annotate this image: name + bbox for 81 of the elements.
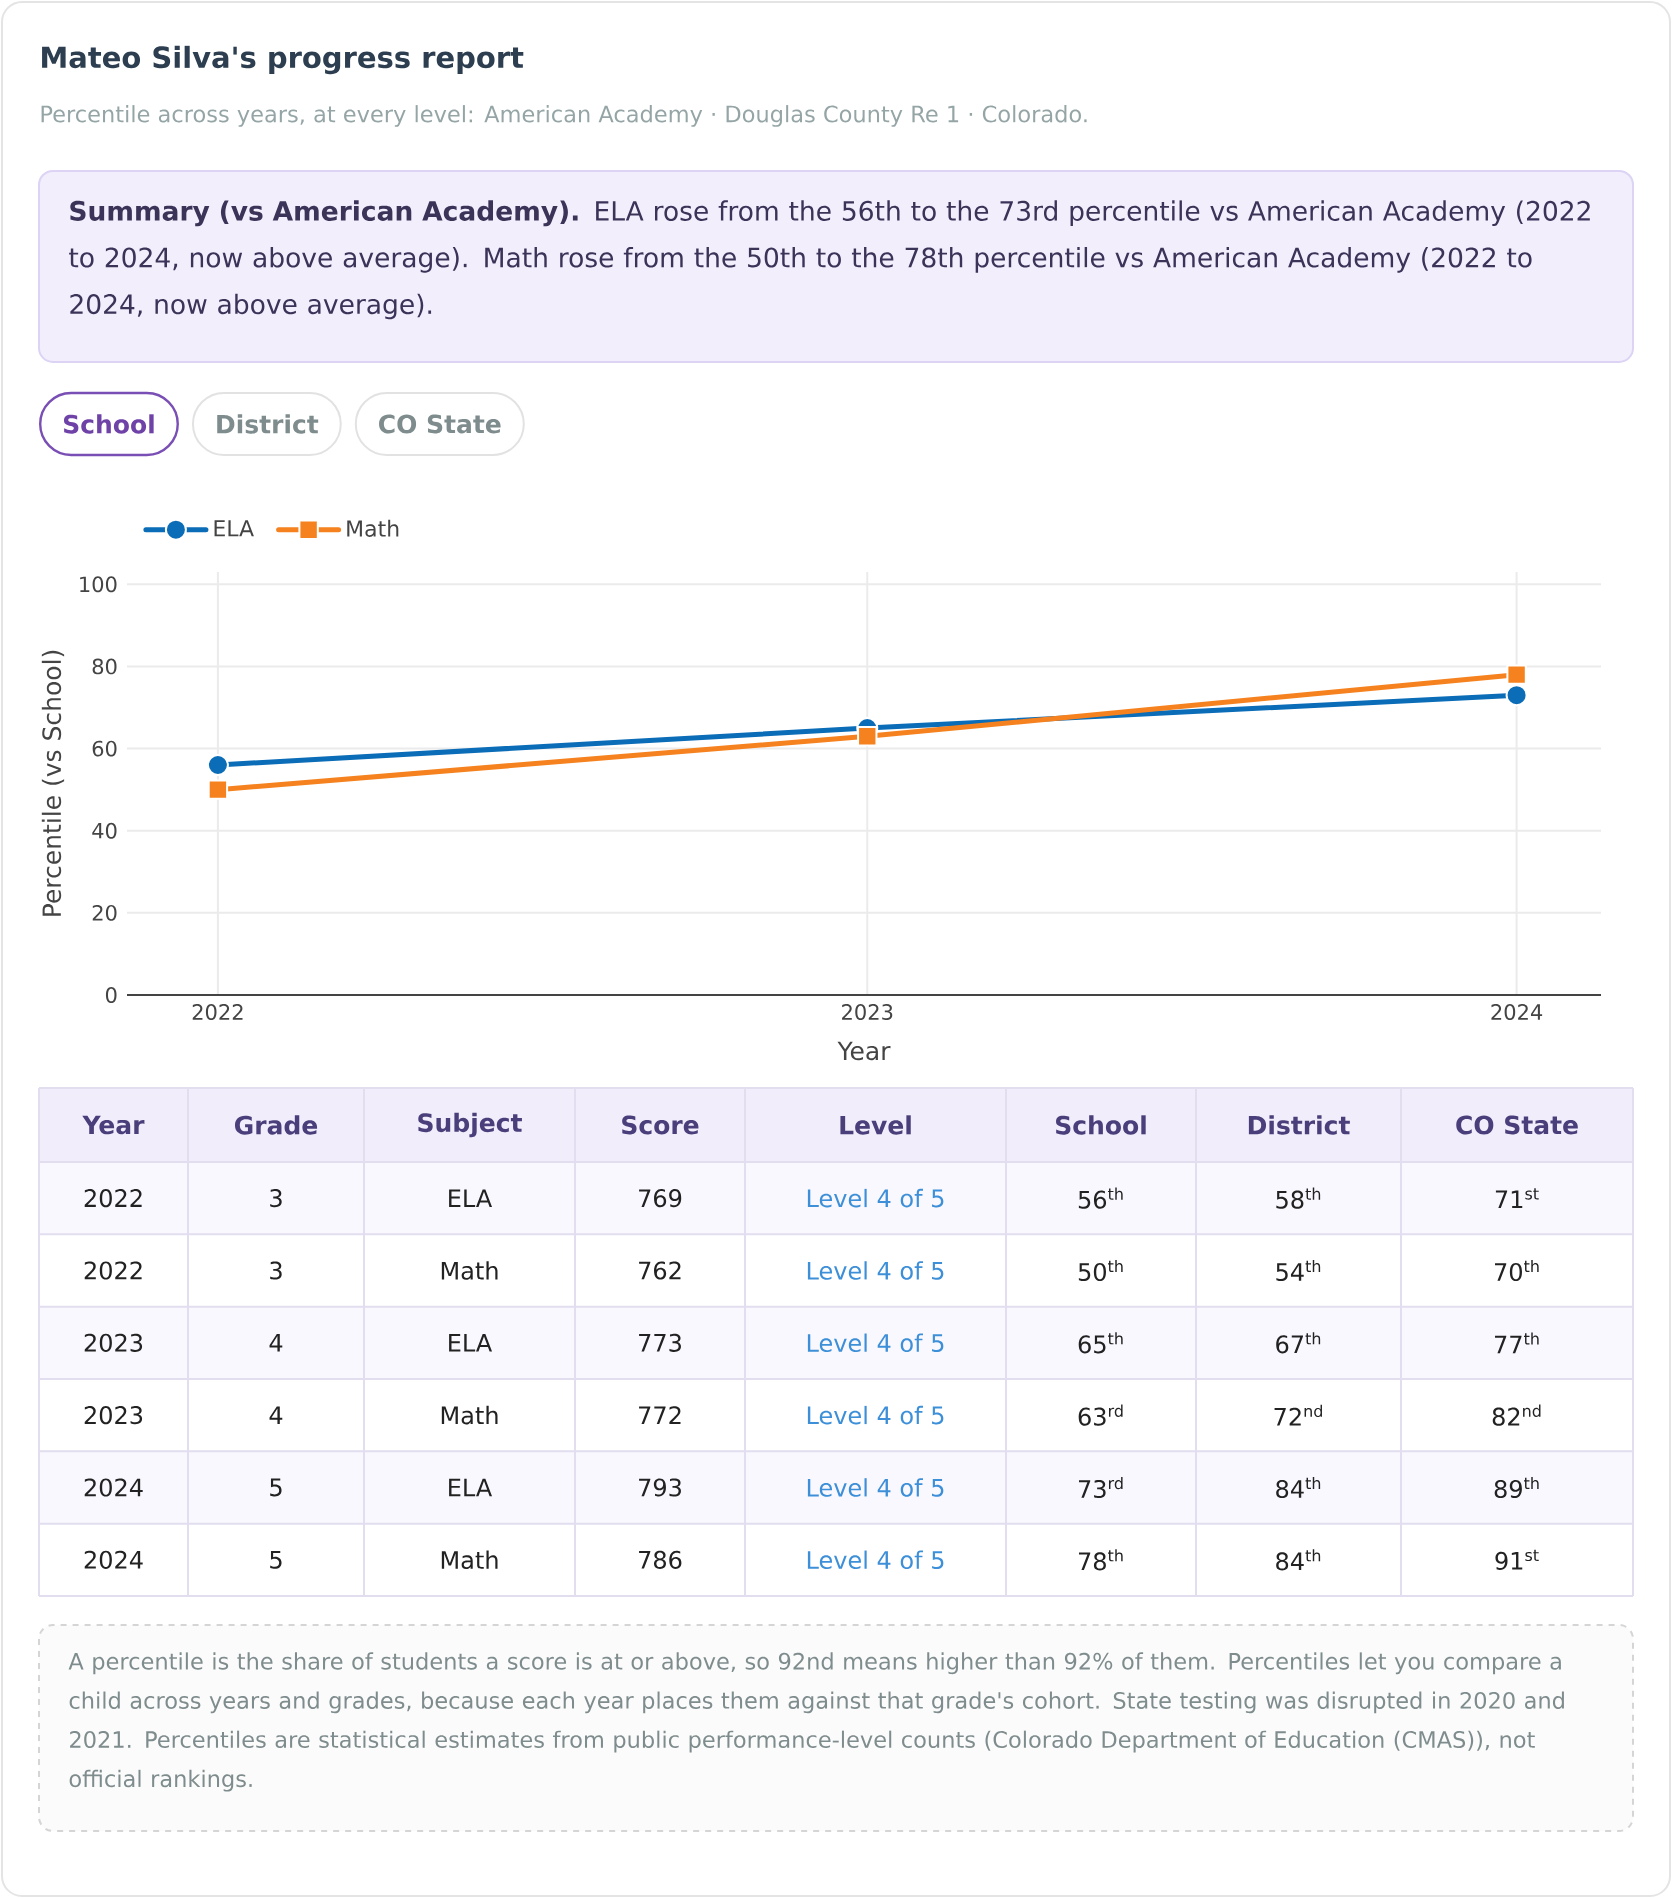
category-label: School <box>1056 1115 1146 1135</box>
text: 89$^{th}$ <box>1494 1476 1539 1499</box>
y-tick-label: 100 <box>80 576 117 593</box>
text: CO State <box>379 414 501 434</box>
y-tick-label: 0 <box>105 987 117 1003</box>
text: 71$^{st}$ <box>1495 1188 1539 1209</box>
y-tick-label: 80 <box>92 658 117 675</box>
x-tick-label: 2022 <box>192 1004 243 1020</box>
text: 82$^{nd}$ <box>1492 1404 1541 1426</box>
category-label: Level <box>840 1115 911 1135</box>
text: 5 <box>270 1550 282 1569</box>
legend-label: Math <box>347 519 399 537</box>
text: Math <box>441 1405 498 1425</box>
point <box>857 726 878 747</box>
text: 58$^{th}$ <box>1276 1187 1321 1209</box>
y-axis-title: Percentile (vs School) <box>41 650 65 916</box>
text: 2024 <box>84 1478 143 1497</box>
chart-subtitle: Percentile across years, at every level: American Academy · Douglas County Re 1 · Colorado. <box>41 105 1087 127</box>
text: Level 4 of 5 <box>807 1188 944 1208</box>
x-tick-label: 2024 <box>1491 1004 1543 1020</box>
text: Level 4 of 5 <box>807 1478 944 1497</box>
text: 72$^{nd}$ <box>1274 1404 1322 1426</box>
text: 2022 <box>84 1261 142 1280</box>
text: 3 <box>270 1261 282 1280</box>
text: District <box>217 414 319 434</box>
category-label: Subject <box>418 1112 522 1138</box>
text: 84$^{th}$ <box>1276 1549 1321 1571</box>
text: 793 <box>639 1478 681 1497</box>
text: 773 <box>639 1333 681 1352</box>
text: 5 <box>270 1478 282 1497</box>
category-label: Year <box>82 1115 145 1135</box>
text: Math <box>441 1550 498 1570</box>
text: Math <box>441 1261 498 1280</box>
text: A percentile is the share of students a score is at or above, so 92nd means higher than 92% of them. Percentiles let you compare a child across years and grades, because each year places them against that grade's cohort. State testing was disrupted in 2020 and 2021. Percentiles are statistical estimates from public performance-level counts (Colorado Department of Education (CMAS)), not official rankings. <box>68 1652 1564 1792</box>
category-label: Score <box>622 1115 699 1135</box>
text: 67$^{th}$ <box>1276 1332 1321 1354</box>
text: 63$^{rd}$ <box>1078 1404 1123 1426</box>
y-tick-label: 20 <box>92 904 117 921</box>
text: 2024 <box>84 1550 143 1569</box>
text: 56$^{th}$ <box>1078 1187 1123 1209</box>
point <box>1505 684 1528 707</box>
x-axis-title: Year <box>837 1041 891 1061</box>
text: 70$^{th}$ <box>1495 1259 1539 1282</box>
text: Summary (vs American Academy). ELA rose from the 56th to the 73rd percentile vs American Academy (2022 to 2024, now above average). Math rose from the 50th to the 78th percentile vs American Academy (2022 to 2024, now above average). <box>69 200 1590 320</box>
point <box>206 754 229 776</box>
text: 2023 <box>84 1406 143 1425</box>
text: 2023 <box>84 1333 143 1352</box>
text: 73$^{rd}$ <box>1078 1476 1123 1499</box>
text: 84$^{th}$ <box>1276 1476 1321 1499</box>
x-tick-label: 2023 <box>842 1004 893 1020</box>
text: 65$^{th}$ <box>1078 1332 1123 1354</box>
y-tick-label: 40 <box>92 822 117 839</box>
text: School <box>63 414 154 434</box>
text: Level 4 of 5 <box>807 1333 944 1353</box>
text: 769 <box>639 1189 682 1208</box>
text: Level 4 of 5 <box>807 1550 944 1570</box>
text: 2022 <box>84 1189 142 1208</box>
y-tick-label: 60 <box>92 740 117 757</box>
text: Level 4 of 5 <box>807 1261 944 1280</box>
text: 50$^{th}$ <box>1078 1259 1123 1282</box>
text: ELA <box>449 1334 493 1352</box>
text: ELA <box>449 1478 493 1497</box>
text: 54$^{th}$ <box>1276 1259 1321 1282</box>
category-label: CO State <box>1456 1115 1578 1135</box>
text: 4 <box>269 1406 283 1424</box>
point <box>1506 664 1527 685</box>
text: 77$^{th}$ <box>1495 1332 1539 1354</box>
text: 4 <box>269 1334 283 1352</box>
text: 91$^{st}$ <box>1495 1549 1539 1570</box>
category-label: Grade <box>234 1115 318 1135</box>
text: 78$^{th}$ <box>1079 1549 1123 1571</box>
text: 762 <box>639 1261 681 1280</box>
legend-label: ELA <box>214 520 254 537</box>
point <box>207 779 229 800</box>
text: 772 <box>639 1406 681 1425</box>
category-label: District <box>1248 1115 1350 1135</box>
chart-title: Mateo Silva's progress report <box>42 45 524 75</box>
text: Level 4 of 5 <box>807 1405 944 1425</box>
text: 786 <box>639 1550 682 1569</box>
text: ELA <box>449 1189 493 1207</box>
text: 3 <box>270 1189 282 1208</box>
